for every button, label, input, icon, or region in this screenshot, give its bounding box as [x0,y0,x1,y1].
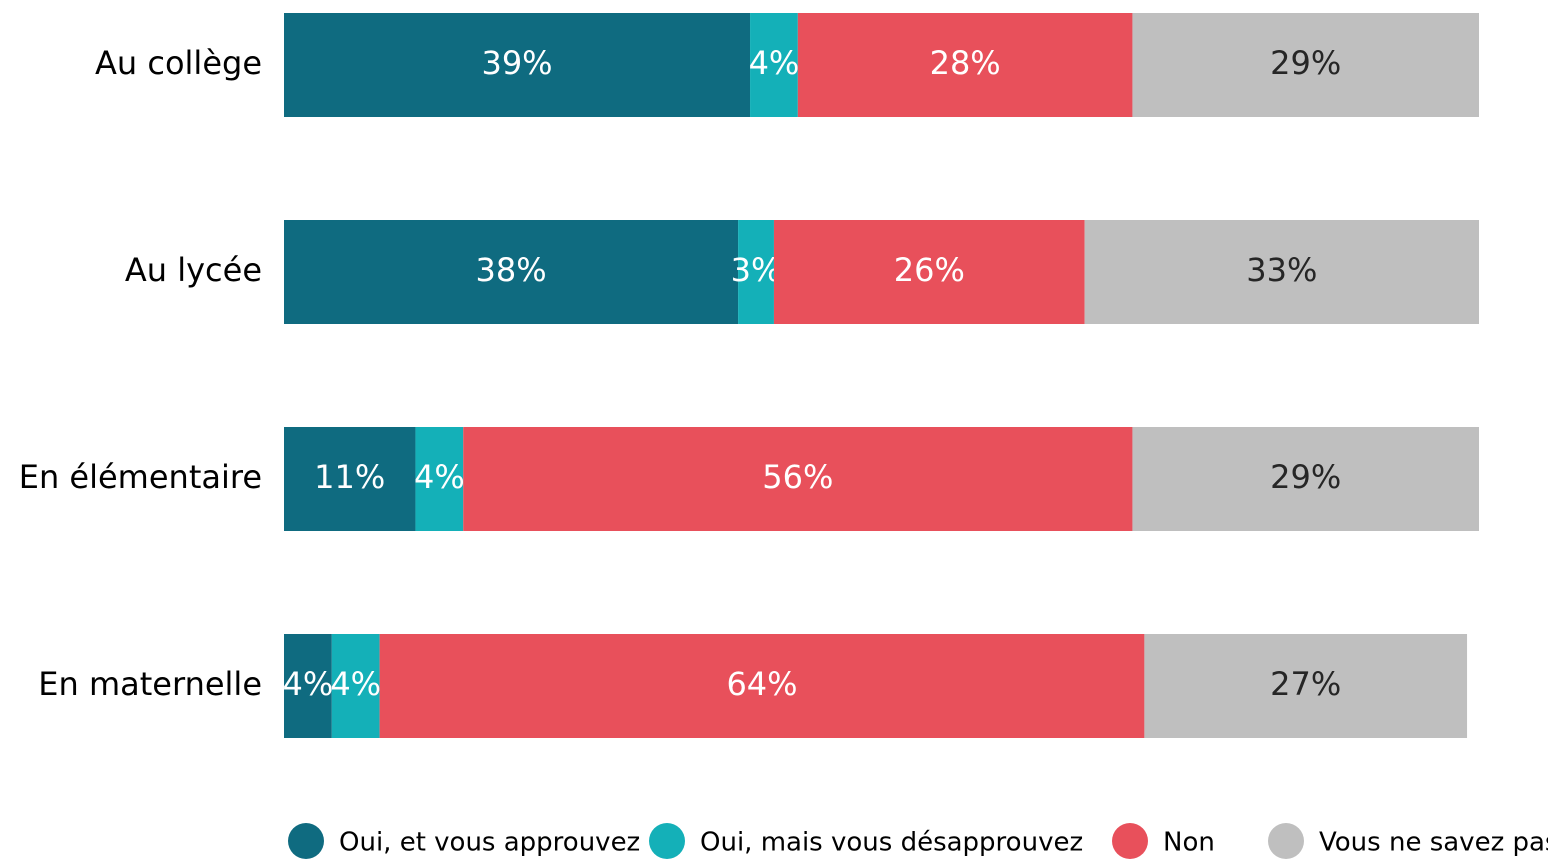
legend-swatch [1112,823,1148,859]
legend-swatch [288,823,324,859]
category-label: En maternelle [38,665,262,703]
bar-segment [1132,427,1479,531]
bar-segment [738,220,774,324]
bar-segment [415,427,464,531]
legend-label: Vous ne savez pas [1319,828,1548,858]
data-label: 3% [731,251,782,289]
bar-segment [463,427,1133,531]
category-label: En élémentaire [19,458,262,496]
category-label: Au collège [95,44,262,82]
legend-swatch [649,823,685,859]
bar-segment [284,427,416,531]
data-label: 26% [894,251,965,289]
bar-segment [797,13,1133,117]
data-label: 38% [475,251,546,289]
data-label: 29% [1270,44,1341,82]
data-label: 4% [749,44,800,82]
data-label: 4% [283,665,334,703]
data-label: 64% [726,665,797,703]
legend-label: Oui, et vous approuvez [339,828,640,858]
bar-segment [1144,634,1468,738]
bar-segment [331,634,380,738]
legend-swatch [1268,823,1304,859]
bar-segment [750,13,798,117]
bar-segment [284,220,739,324]
bar-segment [379,634,1145,738]
data-label: 27% [1270,665,1341,703]
data-label: 29% [1270,458,1341,496]
bar-segment [284,634,332,738]
bar-segment [1132,13,1479,117]
legend-label: Non [1163,828,1215,858]
bar-segment [773,220,1085,324]
data-label: 33% [1246,251,1317,289]
data-label: 4% [330,665,381,703]
legend-label: Oui, mais vous désapprouvez [700,828,1083,858]
data-label: 39% [481,44,552,82]
data-label: 4% [414,458,465,496]
bar-segment [1084,220,1479,324]
bar-segment [284,13,751,117]
category-label: Au lycée [125,251,262,289]
data-label: 56% [762,458,833,496]
data-label: 28% [930,44,1001,82]
data-label: 11% [314,458,385,496]
